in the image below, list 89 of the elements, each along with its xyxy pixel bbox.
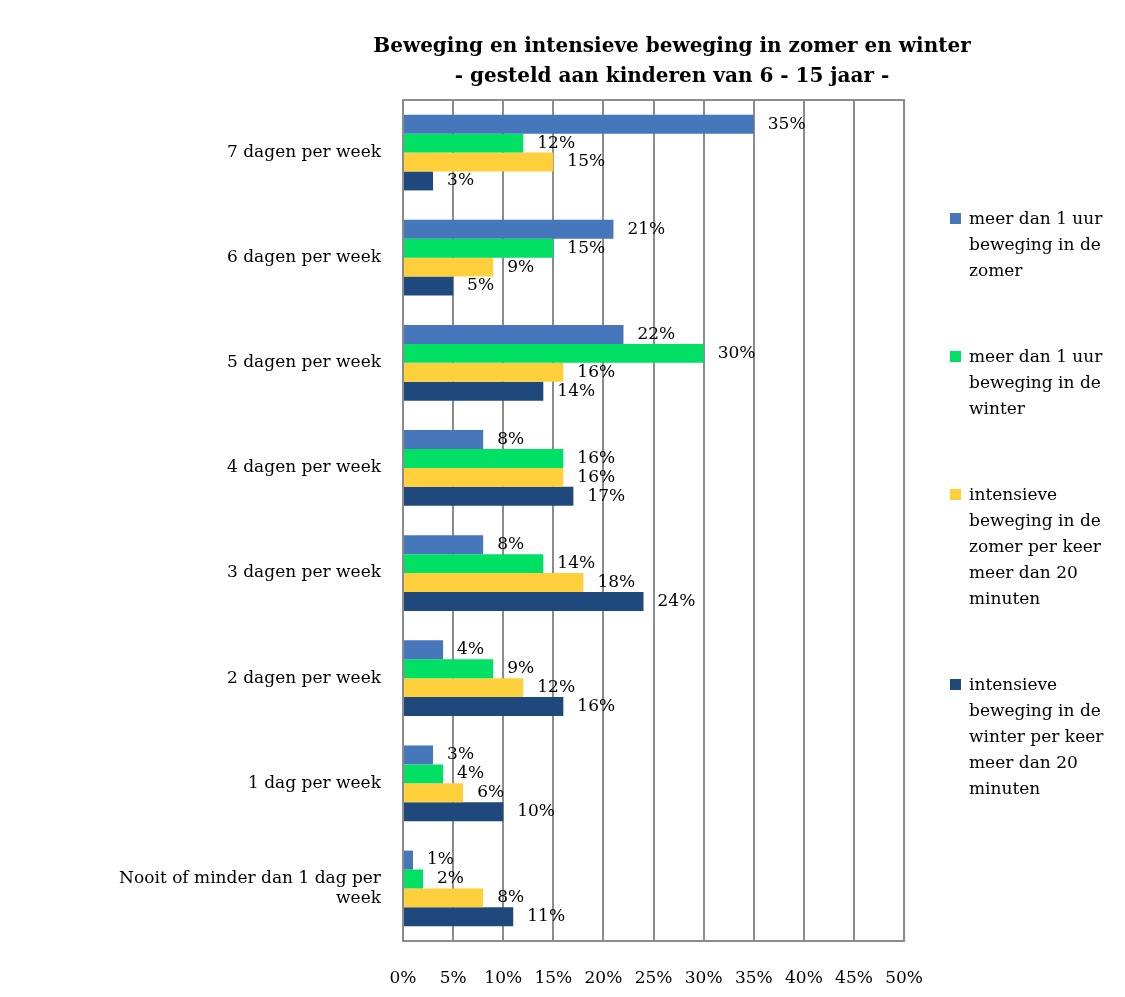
y-tick-label: 7 dagen per week xyxy=(227,140,382,161)
x-tick-label: 50% xyxy=(885,966,924,987)
bar xyxy=(404,238,554,258)
bar xyxy=(404,573,584,592)
data-label: 16% xyxy=(577,360,616,381)
data-label: 21% xyxy=(627,217,666,238)
x-tick-label: 10% xyxy=(484,966,523,987)
bar xyxy=(404,678,524,698)
bar xyxy=(404,783,464,803)
data-label: 8% xyxy=(497,533,525,554)
bar xyxy=(404,449,564,468)
bar xyxy=(404,114,754,134)
bar xyxy=(404,257,494,277)
y-tick-label: 1 dag per week xyxy=(248,771,382,792)
y-tick-label: 2 dagen per week xyxy=(227,666,382,687)
data-label: 10% xyxy=(517,800,556,821)
legend-label: intensieve beweging in de zomer per keer meer dan 20 minuten xyxy=(969,483,1102,610)
bar xyxy=(404,324,624,344)
bar xyxy=(404,697,564,717)
y-tick-label: 4 dagen per week xyxy=(227,456,382,477)
x-tick-label: 15% xyxy=(534,966,573,987)
data-label: 24% xyxy=(657,589,696,610)
bar xyxy=(404,591,644,611)
x-tick-label: 20% xyxy=(584,966,623,987)
bar xyxy=(404,276,454,296)
bar xyxy=(404,659,494,679)
data-label: 18% xyxy=(597,570,636,591)
x-tick-label: 0% xyxy=(389,966,417,987)
x-tick-label: 25% xyxy=(634,966,673,987)
bar xyxy=(404,802,504,822)
data-label: 9% xyxy=(507,255,535,276)
data-label: 2% xyxy=(437,867,465,888)
data-label: 16% xyxy=(577,465,616,486)
x-tick-label: 30% xyxy=(684,966,723,987)
data-label: 1% xyxy=(427,848,455,869)
legend-label: intensieve beweging in de winter per keer meer dan 20 minuten xyxy=(969,673,1105,800)
data-label: 3% xyxy=(447,743,475,764)
bar xyxy=(404,486,574,506)
data-label: 17% xyxy=(587,484,626,505)
data-label: 30% xyxy=(717,341,756,362)
data-label: 4% xyxy=(457,638,485,659)
x-tick-label: 5% xyxy=(439,966,467,987)
bar xyxy=(404,343,704,363)
chart-title: Beweging en intensieve beweging in zomer en winter xyxy=(372,32,972,59)
data-label: 15% xyxy=(567,236,606,257)
legend-label: meer dan 1 uur beweging in de winter xyxy=(969,345,1104,420)
bar xyxy=(404,640,444,660)
x-tick-label: 35% xyxy=(734,966,773,987)
y-tick-label: 5 dagen per week xyxy=(227,351,382,372)
bar xyxy=(404,219,614,239)
bar xyxy=(404,869,424,889)
data-label: 22% xyxy=(637,322,676,343)
data-label: 14% xyxy=(557,552,596,573)
bar xyxy=(404,430,484,450)
bar xyxy=(404,888,484,908)
legend-label: meer dan 1 uur beweging in de zomer xyxy=(969,207,1104,282)
y-tick-label: 3 dagen per week xyxy=(227,561,382,582)
data-label: 16% xyxy=(577,694,616,715)
bar xyxy=(404,850,414,870)
bar xyxy=(404,535,484,555)
data-label: 8% xyxy=(497,886,525,907)
data-label: 12% xyxy=(537,676,576,697)
data-label: 14% xyxy=(557,379,596,400)
bar xyxy=(404,554,544,574)
bar xyxy=(404,152,554,172)
bar xyxy=(404,764,444,784)
bar xyxy=(404,907,514,927)
x-tick-label: 45% xyxy=(835,966,873,987)
bar xyxy=(404,467,564,487)
bar xyxy=(404,745,434,765)
data-label: 11% xyxy=(527,905,566,926)
y-tick-label: Nooit of minder dan 1 dag per week xyxy=(119,866,382,908)
data-label: 5% xyxy=(467,274,495,295)
chart-subtitle: - gesteld aan kinderen van 6 - 15 jaar - xyxy=(453,62,891,89)
data-label: 15% xyxy=(567,150,606,171)
data-label: 4% xyxy=(457,762,485,783)
y-tick-label: 6 dagen per week xyxy=(227,246,382,267)
data-label: 3% xyxy=(447,169,475,190)
data-label: 6% xyxy=(477,781,505,802)
bar xyxy=(404,133,524,153)
x-tick-label: 40% xyxy=(784,966,823,987)
bar xyxy=(404,362,564,382)
data-label: 12% xyxy=(537,131,576,152)
data-label: 16% xyxy=(577,446,616,467)
data-label: 9% xyxy=(507,657,535,678)
bar xyxy=(404,381,544,401)
bar xyxy=(404,171,434,191)
data-label: 8% xyxy=(497,427,525,448)
data-label: 35% xyxy=(767,112,806,133)
